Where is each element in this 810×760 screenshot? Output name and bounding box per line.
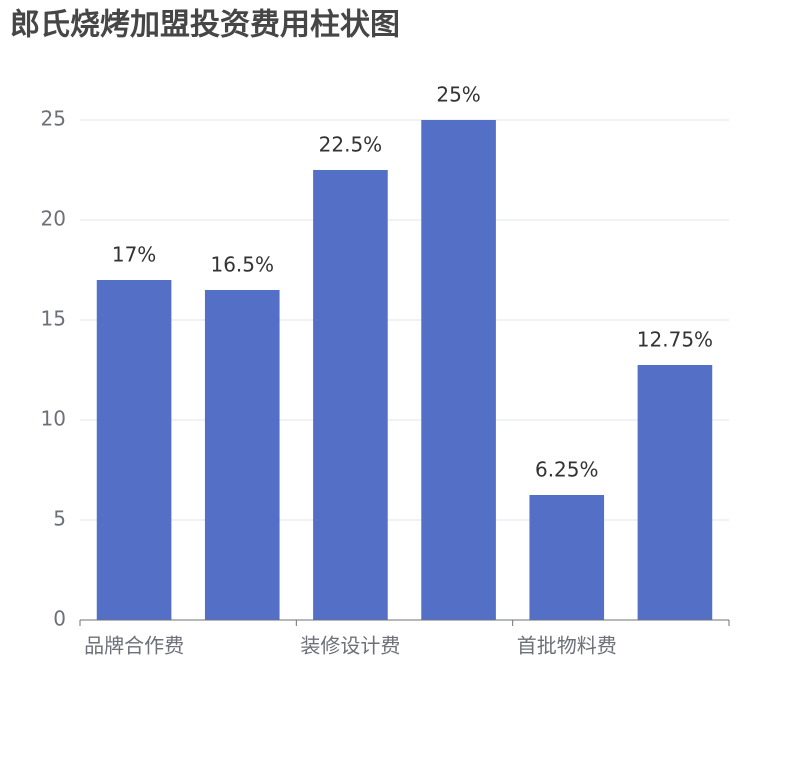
y-tick-label: 5 bbox=[53, 507, 66, 531]
y-tick-label: 20 bbox=[41, 207, 66, 231]
y-tick-label: 0 bbox=[53, 607, 66, 631]
value-label: 17% bbox=[112, 243, 156, 267]
x-tick-label: 首批物料费 bbox=[517, 634, 617, 658]
value-label: 25% bbox=[436, 83, 480, 107]
y-tick-label: 15 bbox=[41, 307, 66, 331]
bar bbox=[529, 495, 605, 620]
bar bbox=[96, 280, 172, 620]
y-tick-label: 25 bbox=[41, 107, 66, 131]
bar bbox=[421, 120, 496, 620]
y-tick-label: 10 bbox=[41, 407, 66, 431]
chart-title: 郎氏烧烤加盟投资费用柱状图 bbox=[10, 8, 400, 43]
x-tick-label: 品牌合作费 bbox=[84, 634, 184, 658]
value-label: 16.5% bbox=[210, 253, 274, 277]
value-label: 12.75% bbox=[637, 328, 713, 352]
value-label: 6.25% bbox=[535, 458, 599, 482]
bar bbox=[637, 365, 713, 620]
bar bbox=[204, 290, 280, 620]
x-tick-label: 装修设计费 bbox=[300, 634, 400, 658]
bar bbox=[313, 170, 388, 620]
value-label: 22.5% bbox=[319, 133, 383, 157]
